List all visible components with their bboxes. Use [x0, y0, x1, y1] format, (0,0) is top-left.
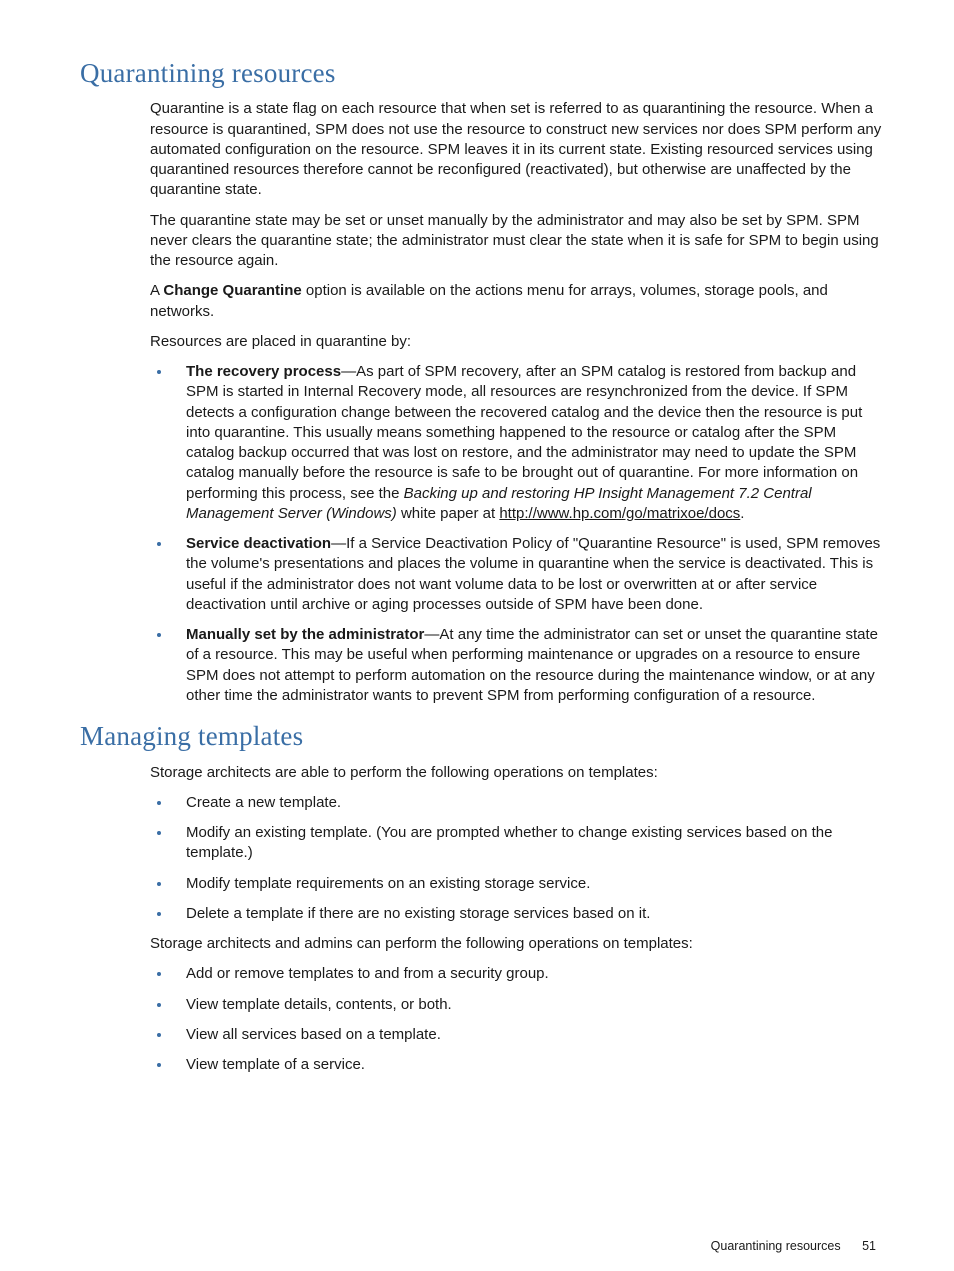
list-item: Modify an existing template. (You are pr…	[172, 823, 884, 864]
footer-section-label: Quarantining resources	[711, 1239, 841, 1253]
paragraph: A Change Quarantine option is available …	[150, 281, 884, 322]
text: A	[150, 282, 163, 299]
paragraph: Storage architects are able to perform t…	[150, 763, 884, 783]
bullet-bold-term: Manually set by the administrator	[186, 626, 424, 643]
list-item: Manually set by the administrator—At any…	[172, 625, 884, 706]
section-body-templates-1: Storage architects are able to perform t…	[150, 763, 884, 783]
bullet-bold-term: The recovery process	[186, 363, 341, 380]
text: white paper at	[397, 505, 500, 522]
list-item: Modify template requirements on an exist…	[172, 874, 884, 894]
bullet-bold-term: Service deactivation	[186, 535, 331, 552]
bullet-list-admin-ops: Add or remove templates to and from a se…	[150, 964, 884, 1075]
text: —As part of SPM recovery, after an SPM c…	[186, 363, 862, 502]
list-item: The recovery process—As part of SPM reco…	[172, 362, 884, 524]
list-item: View template details, contents, or both…	[172, 995, 884, 1015]
text: .	[740, 505, 744, 522]
list-item: Service deactivation—If a Service Deacti…	[172, 534, 884, 615]
paragraph: Quarantine is a state flag on each resou…	[150, 99, 884, 200]
section-heading-quarantining: Quarantining resources	[80, 55, 884, 91]
paragraph: The quarantine state may be set or unset…	[150, 211, 884, 272]
section-heading-templates: Managing templates	[80, 718, 884, 754]
footer-page-number: 51	[862, 1238, 876, 1255]
paragraph: Storage architects and admins can perfor…	[150, 934, 884, 954]
doc-link[interactable]: http://www.hp.com/go/matrixoe/docs	[499, 505, 740, 522]
list-item: Create a new template.	[172, 793, 884, 813]
paragraph: Resources are placed in quarantine by:	[150, 332, 884, 352]
page-footer: Quarantining resources 51	[0, 1238, 954, 1255]
list-item: View all services based on a template.	[172, 1025, 884, 1045]
list-item: Delete a template if there are no existi…	[172, 904, 884, 924]
bullet-list-quarantine-causes: The recovery process—As part of SPM reco…	[150, 362, 884, 706]
list-item: Add or remove templates to and from a se…	[172, 964, 884, 984]
section-body-templates-2: Storage architects and admins can perfor…	[150, 934, 884, 954]
bold-term: Change Quarantine	[163, 282, 301, 299]
section-body-quarantining: Quarantine is a state flag on each resou…	[150, 99, 884, 352]
bullet-list-architect-ops: Create a new template. Modify an existin…	[150, 793, 884, 924]
list-item: View template of a service.	[172, 1055, 884, 1075]
